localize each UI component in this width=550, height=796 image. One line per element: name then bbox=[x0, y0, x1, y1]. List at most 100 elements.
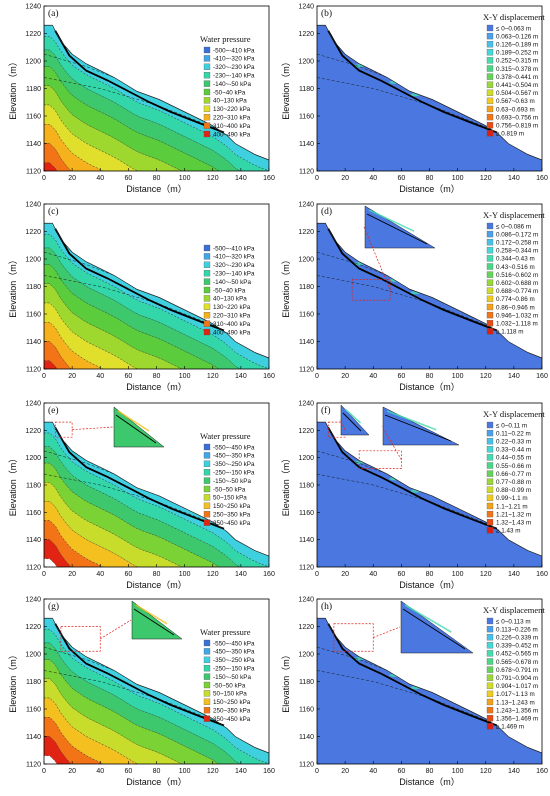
chart-panel-g: 0 20 40 60 80 100 120 140 160 1120 1140 1160 1180 120… bbox=[8, 597, 275, 788]
legend-entry: -350~-250 kPa bbox=[213, 657, 255, 664]
legend-entry: 0.378~0.441 m bbox=[496, 74, 538, 81]
legend-swatch bbox=[486, 650, 494, 657]
x-tick-label: 100 bbox=[179, 175, 191, 182]
x-tick-label: 160 bbox=[536, 768, 548, 775]
legend-title: X-Y displacement bbox=[483, 12, 545, 22]
legend-entry: ≤ 0~0.086 m bbox=[496, 223, 531, 230]
y-tick-label: 1160 bbox=[299, 510, 314, 517]
legend-entry: ≥ 1.118 m bbox=[496, 329, 524, 336]
legend-swatch bbox=[203, 253, 211, 260]
legend-entry: -250~-150 kPa bbox=[213, 666, 255, 673]
legend-swatch bbox=[203, 130, 211, 138]
legend-entry: 1.21~1.32 m bbox=[496, 511, 531, 518]
legend-entry: 0.565~0.678 m bbox=[496, 659, 538, 666]
y-tick-label: 1140 bbox=[26, 339, 41, 346]
x-tick-label: 140 bbox=[508, 175, 520, 182]
x-tick-label: 0 bbox=[315, 373, 319, 380]
x-tick-label: 20 bbox=[68, 571, 76, 578]
y-tick-label: 1120 bbox=[299, 169, 314, 176]
x-tick-label: 40 bbox=[369, 768, 377, 775]
y-axis-label: Elevation（m） bbox=[281, 454, 291, 517]
displacement-patch bbox=[389, 477, 400, 481]
legend-swatch bbox=[486, 486, 494, 493]
legend-swatch bbox=[486, 122, 494, 129]
legend-swatch bbox=[203, 295, 211, 302]
legend-entry: 1.1~1.21 m bbox=[496, 503, 528, 510]
x-tick-label: 60 bbox=[124, 175, 132, 182]
ground-surface bbox=[317, 421, 543, 557]
legend-title: Water pressure bbox=[200, 34, 251, 44]
inset-slip-line bbox=[342, 412, 362, 432]
y-tick-label: 1140 bbox=[299, 734, 314, 741]
panel-label: (a) bbox=[48, 8, 59, 19]
inset-slip-line bbox=[366, 213, 428, 245]
x-tick-label: 120 bbox=[480, 571, 492, 578]
x-tick-label: 0 bbox=[315, 768, 319, 775]
y-tick-label: 1220 bbox=[298, 229, 314, 236]
legend-swatch bbox=[486, 255, 494, 262]
legend-entry: 1.017~1.13 m bbox=[496, 691, 535, 698]
legend-entry: 1.243~1.356 m bbox=[496, 707, 538, 714]
y-tick-label: 1240 bbox=[25, 401, 41, 408]
legend-swatch bbox=[203, 707, 211, 714]
chart-panel-a: 0 20 40 60 80 100 120 140 160 1120 1140 1160 1180 120… bbox=[8, 4, 275, 195]
legend-entry: 0.756~0.819 m bbox=[496, 123, 538, 130]
y-tick-label: 1180 bbox=[299, 86, 314, 93]
legend-entry: 1.356~1.469 m bbox=[496, 716, 538, 723]
legend-title: Water pressure bbox=[200, 431, 251, 441]
legend-swatch bbox=[203, 673, 211, 680]
inset-highlight bbox=[404, 604, 452, 633]
chart-panel-b: 0 20 40 60 80 100 120 140 160 1120 1140 1160 1180 120… bbox=[281, 4, 548, 195]
surface-strip bbox=[44, 422, 236, 544]
legend-swatch bbox=[486, 502, 494, 510]
y-tick-label: 1120 bbox=[26, 762, 41, 769]
x-tick-label: 100 bbox=[452, 373, 464, 380]
legend-swatch bbox=[203, 320, 211, 327]
legend-entry: 0.63~0.693 m bbox=[496, 106, 535, 113]
y-tick-label: 1220 bbox=[298, 624, 314, 631]
displacement-patch bbox=[389, 673, 400, 677]
legend-entry: 0.33~0.44 m bbox=[496, 447, 531, 454]
x-tick-label: 140 bbox=[508, 571, 520, 578]
x-tick-label: 0 bbox=[315, 571, 319, 578]
legend-entry: 0.315~0.378 m bbox=[496, 66, 538, 73]
inset-view bbox=[340, 404, 370, 436]
x-tick-label: 160 bbox=[263, 571, 275, 578]
legend-entry: -410~-320 kPa bbox=[213, 56, 255, 63]
legend-swatch bbox=[486, 328, 494, 335]
x-tick-label: 140 bbox=[235, 373, 247, 380]
y-tick-label: 1220 bbox=[298, 428, 314, 435]
x-tick-label: 100 bbox=[179, 373, 191, 380]
x-tick-label: 80 bbox=[426, 373, 434, 380]
legend-swatch bbox=[203, 443, 211, 451]
legend-swatch bbox=[486, 81, 494, 88]
panel-label: (h) bbox=[321, 601, 332, 612]
y-tick-label: 1200 bbox=[298, 59, 314, 66]
legend-swatch bbox=[486, 230, 494, 238]
legend-entry: 0.44~0.55 m bbox=[496, 455, 531, 462]
legend-entry: 130~220 kPa bbox=[213, 304, 251, 311]
zoom-box bbox=[60, 626, 101, 652]
x-tick-label: 80 bbox=[426, 571, 434, 578]
y-tick-label: 1120 bbox=[26, 367, 41, 374]
legend-entry: 0.88~0.99 m bbox=[496, 487, 531, 494]
y-tick-label: 1160 bbox=[299, 114, 314, 121]
y-tick-label: 1180 bbox=[26, 284, 41, 291]
x-tick-label: 40 bbox=[96, 175, 104, 182]
legend-swatch bbox=[486, 438, 494, 445]
x-tick-label: 20 bbox=[68, 768, 76, 775]
inset-highlight bbox=[135, 604, 168, 625]
legend-entry: 0.252~0.315 m bbox=[496, 58, 538, 65]
zoom-connector bbox=[339, 419, 346, 430]
legend-entry: 0.126~0.189 m bbox=[496, 42, 538, 49]
legend-entry: -350~-250 kPa bbox=[213, 461, 255, 468]
y-axis-label: Elevation（m） bbox=[8, 454, 18, 517]
legend-swatch bbox=[486, 271, 494, 278]
inset-slip-line bbox=[133, 608, 175, 636]
legend-entry: -50~50 kPa bbox=[213, 486, 246, 493]
legend-entry: 0.99~1.1 m bbox=[496, 495, 528, 502]
legend-entry: 0.258~0.344 m bbox=[496, 248, 538, 255]
x-tick-label: 160 bbox=[263, 175, 275, 182]
x-tick-label: 40 bbox=[96, 571, 104, 578]
y-tick-label: 1180 bbox=[26, 483, 41, 490]
